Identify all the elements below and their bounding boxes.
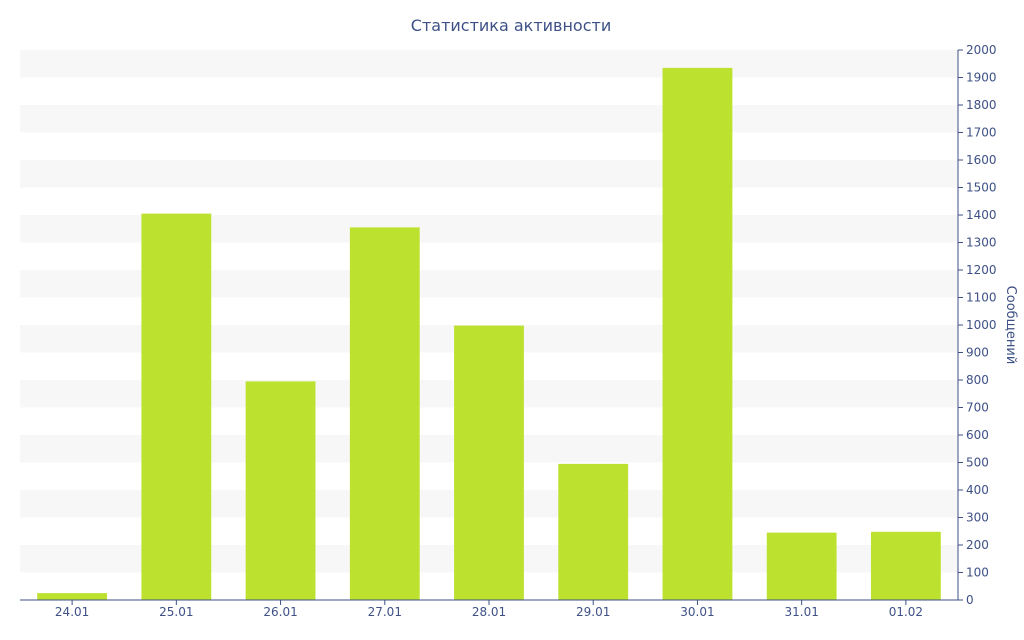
grid-band bbox=[20, 105, 958, 133]
x-tick-label: 26.01 bbox=[263, 605, 297, 619]
y-tick-label: 800 bbox=[966, 373, 989, 387]
bar-29.01[interactable] bbox=[558, 463, 629, 600]
y-tick-label: 1300 bbox=[966, 236, 997, 250]
y-tick-label: 2000 bbox=[966, 43, 997, 57]
x-tick-label: 01.02 bbox=[889, 605, 923, 619]
x-tick-label: 31.01 bbox=[784, 605, 818, 619]
y-tick-label: 1200 bbox=[966, 263, 997, 277]
y-tick-label: 300 bbox=[966, 511, 989, 525]
chart-title: Статистика активности bbox=[411, 16, 611, 35]
y-tick-label: 1400 bbox=[966, 208, 997, 222]
x-tick-label: 28.01 bbox=[472, 605, 506, 619]
y-tick-label: 600 bbox=[966, 428, 989, 442]
y-tick-label: 1000 bbox=[966, 318, 997, 332]
y-tick-label: 400 bbox=[966, 483, 989, 497]
x-axis-ticks: 24.01 25.01 26.01 27.01 28.01 29.01 30.01 31.01… bbox=[55, 600, 923, 619]
bar-31.01[interactable] bbox=[766, 532, 837, 600]
grid-band bbox=[20, 50, 958, 78]
y-tick-label: 1700 bbox=[966, 126, 997, 140]
grid-band bbox=[20, 160, 958, 188]
bar-26.01[interactable] bbox=[245, 381, 316, 600]
bar-24.01[interactable] bbox=[37, 593, 108, 600]
bars bbox=[37, 67, 941, 600]
y-axis-ticks: 0 100 200 300 400 500 600 700 800 900 1000 1100 1200… bbox=[958, 43, 997, 607]
x-tick-label: 27.01 bbox=[368, 605, 402, 619]
y-tick-label: 1600 bbox=[966, 153, 997, 167]
y-tick-label: 100 bbox=[966, 566, 989, 580]
y-tick-label: 1900 bbox=[966, 71, 997, 85]
bar-25.01[interactable] bbox=[141, 213, 212, 600]
x-tick-label: 25.01 bbox=[159, 605, 193, 619]
y-tick-label: 200 bbox=[966, 538, 989, 552]
y-tick-label: 0 bbox=[966, 593, 974, 607]
y-tick-label: 1800 bbox=[966, 98, 997, 112]
y-tick-label: 700 bbox=[966, 401, 989, 415]
y-axis-label: Сообщений bbox=[1003, 286, 1018, 365]
bar-27.01[interactable] bbox=[349, 227, 420, 600]
y-tick-label: 1100 bbox=[966, 291, 997, 305]
bar-28.01[interactable] bbox=[454, 325, 524, 600]
bar-01.02[interactable] bbox=[870, 531, 941, 600]
x-tick-label: 24.01 bbox=[55, 605, 89, 619]
x-tick-label: 30.01 bbox=[680, 605, 714, 619]
x-tick-label: 29.01 bbox=[576, 605, 610, 619]
y-tick-label: 900 bbox=[966, 346, 989, 360]
y-tick-label: 1500 bbox=[966, 181, 997, 195]
y-tick-label: 500 bbox=[966, 456, 989, 470]
bar-30.01[interactable] bbox=[662, 67, 733, 600]
